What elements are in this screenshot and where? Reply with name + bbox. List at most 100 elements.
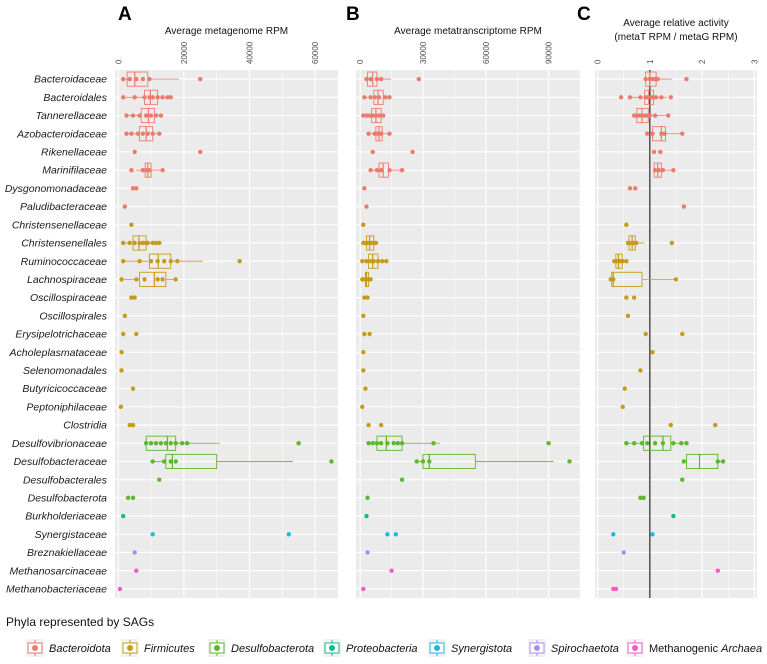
tick-label: 2: [698, 59, 707, 64]
data-point: [361, 222, 366, 227]
data-point: [620, 404, 625, 410]
data-point: [362, 295, 367, 300]
data-point: [431, 441, 436, 446]
data-point: [148, 113, 154, 118]
data-point: [155, 95, 160, 100]
legend-label: Synergistota: [451, 643, 512, 655]
data-point: [647, 113, 653, 118]
category-label-methanobacteriaceae: Methanobacteriaceae: [6, 583, 107, 595]
data-point: [427, 459, 432, 464]
data-point: [712, 422, 718, 428]
data-point: [660, 441, 666, 446]
panel-title-line2: (metaT RPM / metaG RPM): [614, 32, 737, 43]
panel-letter: C: [577, 4, 591, 25]
tick-label: 0: [356, 59, 365, 64]
data-point: [361, 113, 366, 118]
data-point: [399, 167, 405, 173]
data-point: [680, 477, 685, 482]
data-point: [643, 76, 648, 82]
data-point: [160, 95, 165, 100]
data-point: [158, 113, 164, 118]
data-point: [624, 295, 629, 300]
tick-label: 1: [646, 59, 655, 64]
data-point: [173, 277, 178, 282]
data-point: [142, 277, 147, 282]
data-point: [622, 386, 627, 391]
data-point: [627, 95, 633, 100]
box: [139, 271, 167, 287]
category-label-synergistaceae: Synergistaceae: [35, 529, 108, 541]
data-point: [651, 149, 657, 155]
data-point: [385, 532, 390, 537]
data-point: [122, 313, 128, 318]
data-point: [611, 277, 616, 282]
data-point: [120, 240, 126, 246]
data-point: [652, 441, 658, 446]
data-point: [119, 350, 124, 355]
data-point: [147, 95, 152, 100]
data-point: [681, 204, 687, 209]
data-point: [374, 76, 380, 82]
data-point: [679, 441, 684, 446]
data-point: [631, 295, 637, 300]
data-point: [363, 386, 368, 391]
tick-label: 60000: [482, 41, 491, 64]
data-point: [393, 532, 398, 537]
data-point: [546, 441, 551, 446]
data-point: [384, 258, 389, 264]
data-point: [362, 95, 367, 100]
data-point: [165, 95, 170, 100]
data-point: [161, 459, 167, 464]
data-point: [374, 441, 380, 446]
legend-entry-methanogenic-archaea: Methanogenic Archaea: [626, 639, 762, 657]
data-point: [132, 95, 137, 100]
data-point: [160, 167, 165, 173]
data-point: [652, 167, 658, 173]
data-point: [286, 532, 292, 537]
panel-letter: B: [346, 4, 360, 25]
data-point: [374, 167, 380, 173]
data-point: [122, 204, 128, 209]
data-point: [361, 368, 366, 373]
panel-letter: A: [118, 4, 132, 25]
data-point: [416, 76, 422, 82]
legend-key-point: [534, 645, 540, 651]
data-point: [383, 95, 388, 100]
data-point: [137, 240, 142, 246]
data-point: [669, 240, 675, 246]
data-point: [643, 331, 648, 337]
data-point: [132, 295, 137, 300]
data-point: [650, 350, 655, 355]
legend-entry-bacteroidota: Bacteroidota: [26, 639, 111, 657]
data-point: [681, 459, 687, 464]
data-point: [127, 240, 132, 246]
legend-label: Firmicutes: [144, 643, 195, 655]
data-point: [140, 240, 146, 246]
data-point: [372, 131, 378, 136]
category-labels: Bacteroidaceae Bacteroidales Tannerellacea…: [5, 74, 108, 596]
category-label-oscillospiraceae: Oscillospiraceae: [30, 292, 107, 304]
data-point: [652, 113, 658, 118]
category-label-oscillospirales: Oscillospirales: [39, 310, 107, 322]
data-point: [120, 258, 126, 264]
data-point: [662, 131, 667, 136]
data-point: [198, 149, 203, 155]
data-point: [364, 204, 369, 209]
data-point: [148, 441, 154, 446]
category-label-bacteroidales: Bacteroidales: [43, 92, 107, 104]
data-point: [153, 113, 159, 118]
data-point: [173, 441, 178, 446]
data-point: [184, 441, 190, 446]
data-point: [650, 131, 655, 136]
data-point: [641, 495, 646, 501]
category-label-azobacteroidaceae: Azobacteroidaceae: [16, 128, 107, 140]
tick-label: 20000: [180, 41, 189, 64]
legend-entry-spirochaetota: Spirochaetota: [528, 639, 619, 657]
data-point: [150, 95, 155, 100]
data-point: [153, 240, 159, 246]
data-point: [715, 568, 721, 573]
legend-key-point: [214, 645, 220, 651]
category-label-lachnospiraceae: Lachnospiraceae: [27, 274, 107, 286]
data-point: [360, 404, 365, 410]
data-point: [366, 131, 371, 136]
